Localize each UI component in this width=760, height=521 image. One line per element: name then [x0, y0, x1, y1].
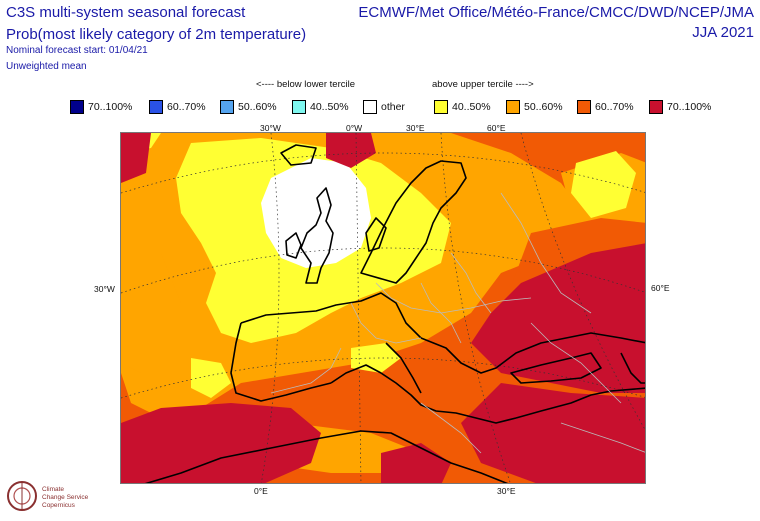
probability-region-40-50-above — [571, 151, 636, 218]
legend-swatch — [506, 100, 520, 114]
map-canvas — [121, 133, 645, 483]
legend-label: 70..100% — [667, 101, 712, 113]
probability-region-70-100 — [461, 383, 645, 483]
legend-label: 40..50% — [452, 101, 491, 113]
lon-label-top: 60°E — [487, 123, 506, 133]
graticule — [121, 133, 645, 483]
lon-label-top: 30°E — [406, 123, 425, 133]
logo-text: Climate Change Service Copernicus — [42, 486, 89, 509]
legend-label: 60..70% — [167, 101, 206, 113]
legend-swatch — [292, 100, 306, 114]
probability-region-70-100 — [381, 443, 451, 483]
probability-region-50-60 — [121, 243, 181, 373]
legend-swatch — [434, 100, 448, 114]
probability-region-70-100 — [471, 243, 645, 393]
legend-label: other — [381, 101, 405, 113]
legend-label: 60..70% — [595, 101, 634, 113]
coastlines — [144, 144, 645, 483]
lon-label-top: 0°W — [346, 123, 363, 133]
legend-label: 50..60% — [524, 101, 563, 113]
probability-region-70-100 — [121, 403, 321, 483]
season-label: JJA 2021 — [692, 24, 754, 41]
map-title: C3S multi-system seasonal forecast — [6, 4, 246, 21]
lon-label-bottom: 30°E — [497, 486, 516, 496]
legend-label: 70..100% — [88, 101, 133, 113]
probability-region-40-50-above — [191, 358, 231, 398]
below-tercile-label: <---- below lower tercile — [256, 79, 355, 90]
legend-swatch — [363, 100, 377, 114]
centres-list: ECMWF/Met Office/Météo-France/CMCC/DWD/N… — [358, 4, 754, 21]
legend-swatch — [649, 100, 663, 114]
legend-swatch — [220, 100, 234, 114]
copernicus-logo: Climate Change Service Copernicus — [4, 476, 119, 520]
above-tercile-label: above upper tercile ----> — [432, 79, 534, 90]
lon-label-bottom: 0°E — [254, 486, 268, 496]
legend-label: 40..50% — [310, 101, 349, 113]
probability-region-70-100 — [326, 133, 376, 168]
lon-label-left: 30°W — [94, 284, 115, 294]
forecast-start: Nominal forecast start: 01/04/21 — [6, 45, 148, 56]
lon-label-top: 30°W — [260, 123, 281, 133]
copernicus-logo-icon — [7, 481, 37, 511]
country-borders — [270, 192, 645, 454]
lon-label-right: 60°E — [651, 283, 670, 293]
mean-type: Unweighted mean — [6, 61, 87, 72]
probability-region-70-100 — [121, 133, 151, 183]
legend-swatch — [577, 100, 591, 114]
legend-swatch — [70, 100, 84, 114]
forecast-map — [120, 132, 646, 484]
legend-label: 50..60% — [238, 101, 277, 113]
map-subtitle: Prob(most likely category of 2m temperat… — [6, 26, 307, 43]
legend-swatch — [149, 100, 163, 114]
probability-region-other — [261, 158, 371, 268]
